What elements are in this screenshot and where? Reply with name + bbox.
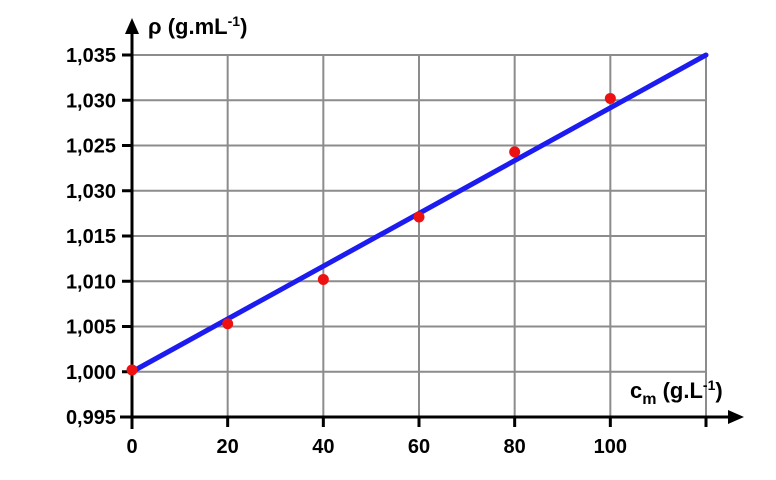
x-axis-arrowhead bbox=[728, 410, 744, 424]
y-axis-label: ρ (g.mL-1) bbox=[148, 13, 247, 39]
y-tick-label: 1,005 bbox=[66, 317, 116, 339]
x-tick-label: 100 bbox=[594, 436, 627, 458]
y-tick-label: 1,025 bbox=[66, 136, 116, 158]
x-tick-label: 60 bbox=[408, 436, 430, 458]
data-point bbox=[413, 211, 425, 223]
data-point bbox=[222, 318, 234, 330]
y-tick-label: 1,000 bbox=[66, 362, 116, 384]
x-tick-label: 20 bbox=[217, 436, 239, 458]
x-tick-labels: 0 20 40 60 80 100 bbox=[126, 436, 627, 458]
data-point bbox=[604, 92, 616, 104]
y-tick-label: 0,995 bbox=[66, 407, 116, 429]
grid bbox=[132, 54, 707, 417]
y-axis-arrowhead bbox=[125, 18, 139, 34]
x-axis-label: cm (g.L-1) bbox=[630, 377, 723, 408]
series bbox=[126, 52, 709, 376]
x-tick-label: 40 bbox=[312, 436, 334, 458]
y-tick-label: 1,030 bbox=[66, 90, 116, 112]
y-tick-label: 1,030 bbox=[66, 181, 116, 203]
y-tick-label: 1,035 bbox=[66, 45, 116, 67]
y-tick-label: 1,010 bbox=[66, 271, 116, 293]
y-tick-labels: 0,995 1,000 1,005 1,010 1,015 1,030 1,025 1,030… bbox=[66, 45, 116, 429]
data-point bbox=[126, 364, 138, 376]
data-point bbox=[317, 273, 329, 285]
x-tick-label: 0 bbox=[126, 436, 137, 458]
axes bbox=[120, 18, 744, 429]
x-tick-label: 80 bbox=[504, 436, 526, 458]
data-point bbox=[509, 146, 521, 158]
y-tick-label: 1,015 bbox=[66, 226, 116, 248]
